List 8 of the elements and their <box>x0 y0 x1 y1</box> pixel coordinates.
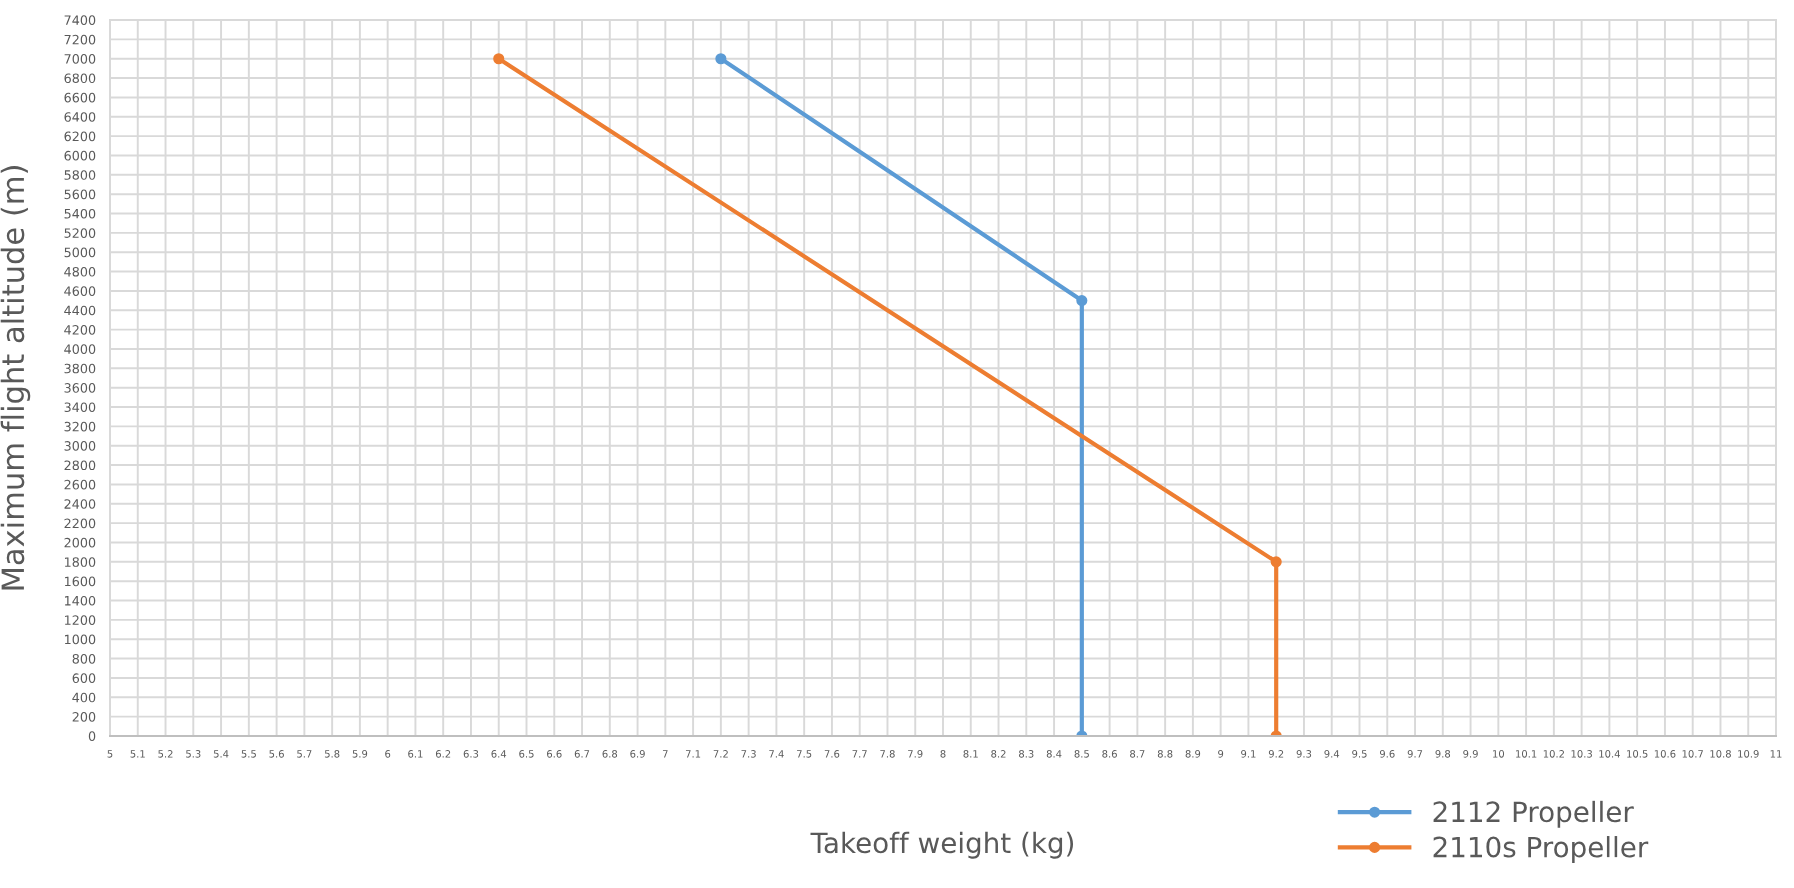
point <box>1076 295 1088 307</box>
x-axis-title: Takeoff weight (kg) <box>810 831 1074 859</box>
y-axis-title: Maximum flight altitude (m) <box>0 166 31 590</box>
point <box>1270 556 1282 568</box>
point <box>493 53 505 65</box>
point <box>715 53 727 65</box>
legend-label: 2112 Propeller <box>1433 800 1634 828</box>
legend-label: 2110s Propeller <box>1433 836 1649 863</box>
